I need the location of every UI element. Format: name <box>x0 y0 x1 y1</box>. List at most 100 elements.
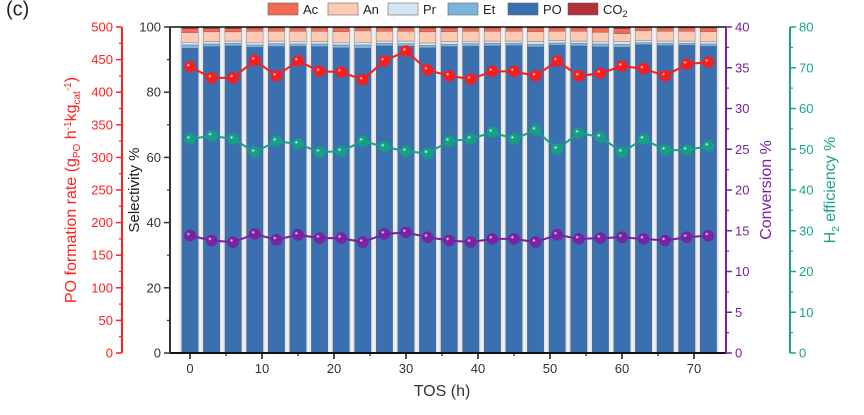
conversion-axis-tick-label: 15 <box>735 223 749 238</box>
conversion-axis-tick-label: 35 <box>735 60 749 75</box>
data-point <box>443 234 456 247</box>
bar-segment-pr <box>311 41 329 45</box>
legend-swatch-po <box>507 2 539 16</box>
x-tick-label: 0 <box>186 361 193 376</box>
data-point <box>227 236 239 248</box>
bar-segment-ac <box>246 28 264 32</box>
x-tick-label: 30 <box>399 361 413 376</box>
bar-segment-po <box>203 46 221 354</box>
data-point <box>594 232 607 244</box>
po-rate-axis-tick-label: 100 <box>91 280 113 295</box>
bar-segment-pr <box>700 41 717 45</box>
bar-segment-et <box>656 43 674 46</box>
legend-swatch-co2 <box>567 2 599 16</box>
bar-segment-pr <box>656 40 674 44</box>
h2-efficiency-axis-tick-label: 20 <box>799 264 813 279</box>
selectivity-axis-tick-label: 100 <box>139 20 161 35</box>
po-rate-axis-tick-label: 300 <box>91 150 113 165</box>
bar-segment-an <box>354 30 372 43</box>
data-point <box>313 65 326 78</box>
bar-segment-et <box>203 43 221 47</box>
bar-segment-po <box>440 46 458 354</box>
po-rate-axis-tick-label: 450 <box>91 52 113 67</box>
bar-segment-pr <box>267 40 285 44</box>
data-point <box>227 133 239 145</box>
h2-efficiency-axis-tick-label: 60 <box>799 101 813 116</box>
legend-label-an: An <box>363 2 379 17</box>
bar-segment-pr <box>527 41 544 45</box>
data-point <box>400 145 412 158</box>
bar-segment-po <box>635 44 652 354</box>
data-point <box>421 147 434 160</box>
bar-segment-pr <box>375 40 393 44</box>
bar-segment-ac <box>483 27 501 32</box>
po-rate-axis-tick-label: 250 <box>91 183 113 198</box>
bar-segment-ac <box>613 28 631 34</box>
bar-segment-et <box>700 43 717 47</box>
data-point <box>335 232 348 244</box>
bar-segment-an <box>570 31 588 42</box>
x-axis-label: TOS (h) <box>414 383 471 400</box>
data-point <box>378 141 391 153</box>
bar-segment-po <box>570 45 588 354</box>
data-point <box>637 133 650 145</box>
bar-segment-an <box>483 31 501 42</box>
data-point <box>464 133 477 145</box>
data-point <box>551 229 564 241</box>
bar-segment-po <box>678 45 696 354</box>
data-point <box>443 135 456 147</box>
bar-segment-an <box>246 31 264 43</box>
po-rate-axis-tick-label: 500 <box>91 20 113 35</box>
legend-label-ac: Ac <box>303 2 319 17</box>
po-rate-axis-tick-label: 400 <box>91 85 113 100</box>
bar-segment-an <box>700 31 717 42</box>
bar-segment-po <box>419 47 437 354</box>
legend-swatch-ac <box>267 2 299 16</box>
h2-efficiency-axis-title: H2 efficiency % <box>822 137 842 244</box>
data-point <box>551 55 564 67</box>
legend-swatch-et <box>447 2 479 16</box>
bar-segment-po <box>613 47 631 354</box>
data-point <box>292 229 304 241</box>
bar-segment-et <box>224 43 242 47</box>
x-tick-label: 20 <box>327 361 341 376</box>
data-point <box>572 233 585 245</box>
data-point <box>205 234 218 247</box>
bar-segment-et <box>332 44 350 49</box>
data-point <box>400 226 412 239</box>
bar-segment-ac <box>592 27 609 33</box>
bar-segment-et <box>419 45 437 49</box>
data-point <box>356 236 369 248</box>
bar-segment-et <box>246 44 264 48</box>
bar-segment-pr <box>483 40 501 44</box>
panel-label: (c) <box>6 0 29 21</box>
bar-segment-an <box>419 31 437 44</box>
x-tick-label: 50 <box>543 361 557 376</box>
bar-segment-an <box>203 31 221 42</box>
bar-segment-po <box>375 45 393 354</box>
data-point <box>702 229 715 242</box>
data-point <box>378 228 391 240</box>
bar-segment-ac <box>397 27 415 32</box>
legend-label-co2: CO2 <box>603 2 628 19</box>
po-rate-axis-tick-label: 150 <box>91 248 113 263</box>
h2-efficiency-axis-tick-label: 70 <box>799 60 813 75</box>
data-point <box>529 124 542 136</box>
data-point <box>292 138 304 150</box>
selectivity-axis-tick-label: 60 <box>147 150 161 165</box>
x-tick-label: 10 <box>255 361 269 376</box>
bar-segment-an <box>635 30 652 41</box>
conversion-axis-title: Conversion % <box>758 140 775 240</box>
bar-segment-an <box>397 31 415 42</box>
conversion-axis-tick-label: 20 <box>735 183 749 198</box>
data-point <box>270 233 283 246</box>
bar-segment-pr <box>613 41 631 45</box>
bar-segment-po <box>181 48 199 354</box>
data-point <box>270 70 283 82</box>
bar-segment-ac <box>181 28 199 33</box>
data-point <box>356 74 369 86</box>
bar-segment-ac <box>527 27 544 32</box>
data-point <box>249 54 261 67</box>
conversion-axis-tick-label: 0 <box>735 346 742 361</box>
